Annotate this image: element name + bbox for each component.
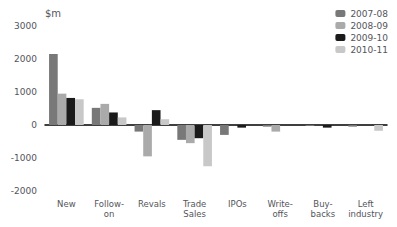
svg-text:2008-09: 2008-09 (350, 21, 388, 31)
svg-text:-1000: -1000 (11, 153, 37, 163)
svg-text:Revals: Revals (138, 199, 166, 209)
svg-text:2009-10: 2009-10 (350, 33, 388, 43)
svg-text:0: 0 (31, 120, 37, 130)
svg-text:Follow-: Follow- (94, 199, 124, 209)
svg-text:on: on (104, 209, 115, 219)
svg-text:3000: 3000 (14, 21, 37, 31)
svg-text:IPOs: IPOs (228, 199, 247, 209)
svg-text:backs: backs (311, 209, 336, 219)
svg-text:$m: $m (45, 8, 61, 19)
svg-text:New: New (57, 199, 76, 209)
svg-text:1000: 1000 (14, 87, 37, 97)
svg-text:2010-11: 2010-11 (350, 45, 388, 55)
svg-text:Sales: Sales (183, 209, 206, 219)
svg-text:Write-: Write- (267, 199, 293, 209)
svg-text:industry: industry (348, 209, 383, 219)
svg-text:offs: offs (272, 209, 288, 219)
svg-text:2007-08: 2007-08 (350, 9, 388, 19)
svg-text:Trade: Trade (182, 199, 206, 209)
svg-text:2000: 2000 (14, 54, 37, 64)
svg-text:-2000: -2000 (11, 186, 37, 196)
svg-text:Buy-: Buy- (313, 199, 332, 209)
svg-text:Left: Left (358, 199, 375, 209)
